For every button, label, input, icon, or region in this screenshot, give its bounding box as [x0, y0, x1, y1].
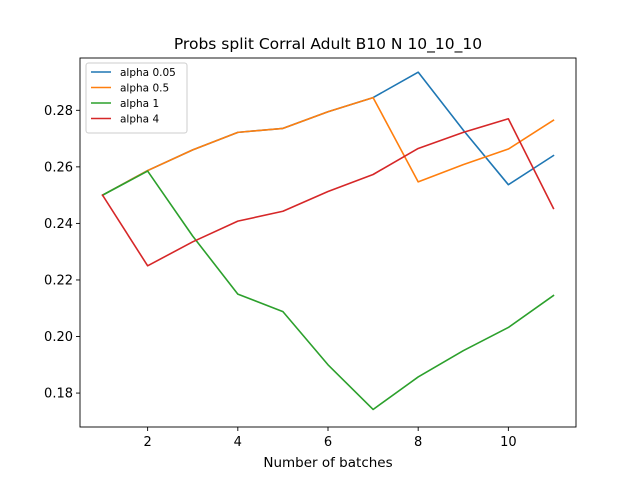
- chart-title: Probs split Corral Adult B10 N 10_10_10: [174, 35, 482, 54]
- x-tick-label: 8: [414, 435, 422, 450]
- x-tick-label: 4: [234, 435, 242, 450]
- y-tick-label: 0.22: [44, 273, 73, 288]
- x-tick-label: 6: [324, 435, 332, 450]
- series-line-1: [101, 96, 555, 197]
- series-line-2: [101, 170, 555, 411]
- x-axis: 2 4 6 8 10: [143, 427, 517, 450]
- legend-label-3: alpha 4: [120, 114, 159, 126]
- legend-label-0: alpha 0.05: [120, 67, 176, 79]
- x-axis-label: Number of batches: [263, 455, 392, 471]
- legend-label-1: alpha 0.5: [120, 83, 169, 95]
- legend-label-2: alpha 1: [120, 98, 159, 110]
- y-tick-label: 0.18: [44, 387, 73, 402]
- legend: alpha 0.05 alpha 0.5 alpha 1 alpha 4: [85, 62, 188, 134]
- y-tick-label: 0.28: [44, 104, 73, 119]
- legend-box: [85, 62, 188, 134]
- x-tick-label: 2: [143, 435, 151, 450]
- plot-area: [101, 71, 555, 411]
- x-tick-label: 10: [500, 435, 517, 450]
- y-tick-label: 0.20: [44, 330, 73, 345]
- y-tick-label: 0.24: [44, 217, 73, 232]
- series-line-3: [101, 117, 555, 267]
- y-axis: 0.18 0.20 0.22 0.24 0.26 0.28: [44, 104, 80, 402]
- y-tick-label: 0.26: [44, 160, 73, 175]
